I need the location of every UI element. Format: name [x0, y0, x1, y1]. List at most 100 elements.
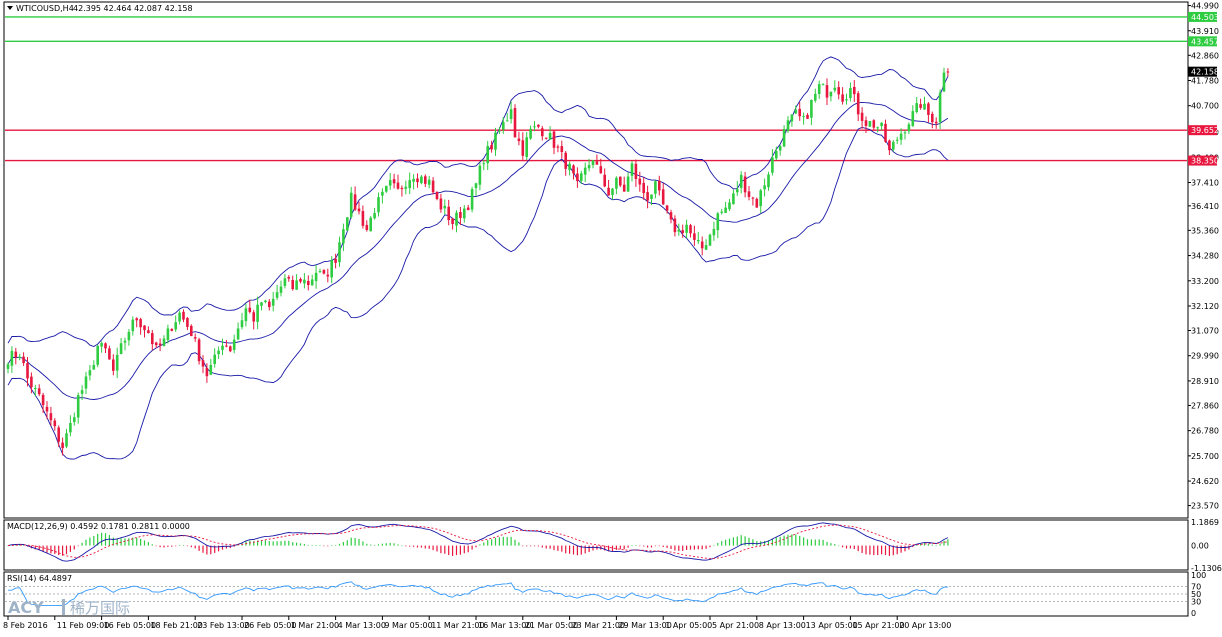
candle-body: [18, 356, 21, 358]
candle-body: [342, 229, 345, 244]
candle-body: [856, 93, 860, 115]
price-tick-label: 42.860: [1191, 51, 1219, 60]
time-tick-label: 16 Feb 05:00: [104, 621, 156, 630]
candle: [782, 125, 786, 148]
candle-body: [45, 406, 49, 412]
macd-histogram-bar: [311, 545, 313, 546]
macd-histogram-bar: [463, 545, 465, 554]
candle-body: [408, 180, 411, 189]
candle-body: [466, 207, 470, 211]
candle: [318, 268, 322, 273]
candle: [895, 136, 899, 144]
macd-signal-line: [7, 524, 949, 559]
candle: [642, 177, 645, 200]
menu-triangle-icon[interactable]: [7, 6, 13, 10]
candle-body: [521, 140, 525, 156]
price-tick-label: 29.990: [1191, 352, 1219, 361]
candle: [603, 168, 606, 188]
macd-histogram-bar: [510, 536, 512, 546]
macd-histogram-bar: [284, 540, 286, 546]
level-tag: [1188, 36, 1217, 47]
candle: [61, 437, 64, 456]
macd-histogram-bar: [428, 545, 430, 549]
candle: [209, 358, 213, 376]
macd-histogram-bar: [409, 545, 411, 547]
macd-histogram-bar: [315, 545, 317, 546]
candle: [697, 231, 700, 245]
candle: [868, 120, 872, 128]
candle-body: [112, 359, 115, 371]
candle-body: [158, 343, 162, 346]
macd-histogram-bar: [93, 535, 95, 546]
macd-histogram-bar: [7, 545, 9, 547]
candle-body: [193, 337, 197, 339]
candle-body: [424, 176, 427, 184]
candle-body: [381, 191, 384, 196]
candle-body: [49, 413, 53, 421]
candle-body: [654, 181, 657, 194]
candle-body: [646, 192, 649, 201]
candle-body: [385, 185, 388, 192]
macd-histogram-bar: [467, 545, 469, 553]
candle: [236, 322, 240, 340]
macd-histogram-bar: [319, 545, 321, 546]
time-tick-label: 5 Apr 21:00: [712, 621, 759, 630]
candle: [443, 199, 447, 215]
macd-histogram-bar: [151, 544, 153, 546]
candle-body: [451, 218, 454, 225]
candle-body: [69, 422, 72, 433]
macd-histogram-bar: [257, 540, 259, 546]
candle-body: [80, 390, 84, 394]
candle: [544, 137, 548, 140]
price-tick-label: 36.410: [1191, 202, 1219, 211]
macd-histogram-bar: [335, 545, 337, 546]
candle: [513, 104, 517, 138]
candle: [677, 223, 681, 236]
macd-histogram-bar: [475, 545, 477, 548]
candle: [864, 116, 868, 134]
candle-body: [115, 354, 119, 371]
candle-body: [154, 342, 158, 346]
macd-histogram-bar: [678, 545, 680, 551]
candle: [427, 175, 431, 189]
candle-body: [685, 224, 688, 233]
macd-histogram-bar: [436, 545, 438, 552]
candle: [778, 145, 782, 156]
candle: [720, 208, 723, 215]
candle-body: [572, 165, 575, 174]
candle: [599, 158, 603, 174]
candle-body: [919, 104, 922, 108]
candle-body: [271, 298, 275, 306]
candle: [798, 102, 801, 121]
candle: [205, 363, 209, 383]
candle-body: [287, 277, 291, 279]
macd-histogram-bar: [736, 536, 738, 546]
macd-histogram-bar: [416, 545, 419, 548]
candle-body: [560, 146, 564, 153]
macd-histogram-bar: [888, 545, 890, 556]
macd-histogram-bar: [163, 545, 165, 548]
candle-body: [650, 194, 653, 199]
macd-histogram-bar: [444, 545, 446, 554]
macd-histogram-bar: [385, 543, 387, 546]
price-tick-label: 24.620: [1191, 477, 1219, 486]
candle-body: [591, 160, 595, 166]
candle-body: [759, 190, 762, 207]
candle: [681, 224, 684, 238]
macd-histogram-bar: [264, 540, 266, 546]
macd-histogram-bar: [810, 539, 812, 546]
macd-histogram-bar: [171, 545, 173, 547]
macd-histogram-bar: [73, 545, 75, 550]
candle: [18, 353, 21, 361]
candle: [104, 342, 107, 353]
candle-body: [739, 174, 743, 188]
candle: [108, 345, 111, 360]
candle: [112, 354, 115, 376]
macd-histogram-bar: [54, 545, 56, 554]
time-tick-label: 4 Mar 13:00: [338, 621, 386, 630]
candle: [84, 371, 88, 395]
chart-ohlc: 42.395 42.464 42.087 42.158: [73, 4, 193, 13]
macd-histogram-bar: [639, 545, 641, 547]
candle: [6, 362, 10, 374]
